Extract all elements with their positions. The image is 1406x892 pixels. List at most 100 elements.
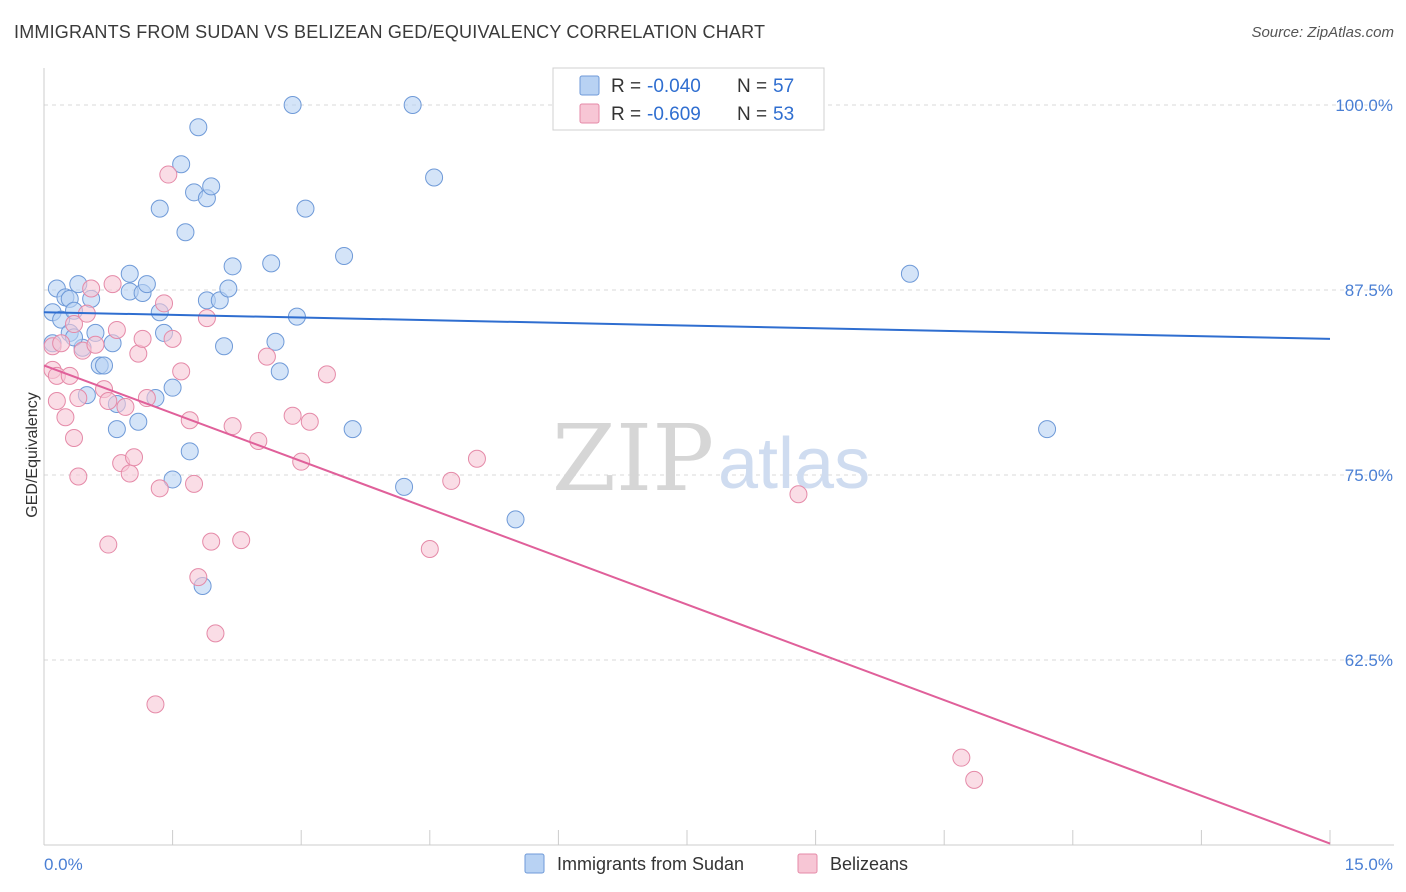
point-sudan-40 <box>223 257 242 276</box>
point-belize-36 <box>206 624 225 643</box>
point-sudan-51 <box>425 168 444 187</box>
point-sudan-30 <box>180 442 199 461</box>
x-tick-labels: 0.0% 15.0% <box>44 855 1393 874</box>
point-belize-41 <box>283 406 302 425</box>
trend-line-belize <box>43 364 1331 845</box>
gridlines <box>44 104 1394 661</box>
point-belize-40 <box>257 347 276 366</box>
point-sudan-26 <box>163 470 182 489</box>
point-belize-35 <box>202 532 221 551</box>
point-belize-45 <box>420 540 439 558</box>
y-tick-label-3: 100.0% <box>1335 96 1393 115</box>
legend-swatch-belize <box>579 103 600 124</box>
point-belize-47 <box>467 449 486 468</box>
trend-line-sudan <box>43 311 1331 340</box>
point-belize-50 <box>965 770 984 789</box>
point-belize-6 <box>65 429 84 447</box>
point-belize-9 <box>69 467 88 486</box>
point-sudan-17 <box>120 264 139 283</box>
point-belize-43 <box>300 412 319 431</box>
point-belize-20 <box>120 464 139 483</box>
point-belize-4 <box>56 408 75 427</box>
y-axis-label: GED/Equivalency <box>24 392 41 517</box>
point-belize-7 <box>65 315 84 334</box>
legend-n-value-sudan: 57 <box>773 76 794 97</box>
point-belize-48 <box>789 485 808 504</box>
point-sudan-47 <box>335 246 354 265</box>
point-belize-23 <box>133 329 152 348</box>
y-tick-label-2: 87.5% <box>1345 281 1393 300</box>
point-sudan-16 <box>107 420 126 439</box>
legend: R = -0.040 N = 57 R = -0.609 N = 53 <box>552 67 825 131</box>
legend-swatch-sudan <box>579 75 600 96</box>
point-belize-26 <box>150 479 169 498</box>
bottom-legend-label-sudan: Immigrants from Sudan <box>557 854 744 874</box>
watermark: ZIP atlas <box>552 405 870 512</box>
point-sudan-13 <box>95 356 114 375</box>
bottom-legend: Immigrants from Sudan Belizeans <box>524 853 908 874</box>
point-sudan-46 <box>296 199 315 218</box>
point-sudan-54 <box>1038 420 1057 439</box>
y-tick-label-1: 75.0% <box>1345 466 1393 485</box>
bottom-legend-swatch-belize <box>797 853 818 874</box>
legend-r-value-belize: -0.609 <box>647 104 701 125</box>
point-belize-34 <box>197 309 216 328</box>
point-sudan-53 <box>900 264 919 283</box>
legend-r-label-belize: R = <box>611 104 641 125</box>
point-belize-51 <box>99 535 118 554</box>
point-belize-28 <box>159 165 178 184</box>
point-belize-12 <box>82 279 101 298</box>
point-belize-29 <box>163 329 182 348</box>
point-sudan-27 <box>163 378 182 397</box>
x-tick-label-1: 15.0% <box>1345 855 1393 874</box>
point-sudan-44 <box>283 96 302 114</box>
point-belize-17 <box>107 320 126 339</box>
point-sudan-24 <box>150 199 169 218</box>
point-sudan-42 <box>266 332 285 351</box>
point-sudan-19 <box>129 412 148 431</box>
point-belize-38 <box>232 531 251 550</box>
point-sudan-28 <box>172 155 191 174</box>
point-sudan-43 <box>270 362 289 381</box>
point-sudan-41 <box>262 254 281 273</box>
y-tick-label-0: 62.5% <box>1345 651 1393 670</box>
point-sudan-48 <box>343 420 362 439</box>
point-belize-52 <box>47 392 66 410</box>
bottom-legend-label-belize: Belizeans <box>830 854 908 874</box>
point-belize-8 <box>69 389 88 408</box>
watermark-zip: ZIP <box>552 405 714 512</box>
chart-source: Source: ZipAtlas.com <box>1251 24 1394 41</box>
legend-n-label-belize: N = <box>737 104 767 125</box>
point-sudan-39 <box>219 279 238 298</box>
point-sudan-38 <box>215 337 234 356</box>
point-sudan-21 <box>137 275 156 294</box>
point-sudan-50 <box>403 96 422 114</box>
point-belize-19 <box>116 397 135 416</box>
point-sudan-36 <box>202 177 221 196</box>
bottom-legend-swatch-sudan <box>524 853 545 874</box>
legend-r-value-sudan: -0.040 <box>647 76 701 97</box>
point-belize-32 <box>185 474 204 493</box>
x-tick-label-0: 0.0% <box>44 855 83 874</box>
trend-lines <box>43 311 1331 845</box>
point-belize-37 <box>223 417 242 436</box>
point-sudan-52 <box>506 510 525 529</box>
point-sudan-49 <box>395 477 414 496</box>
point-belize-3 <box>52 334 71 353</box>
point-belize-13 <box>86 335 105 354</box>
point-belize-44 <box>317 365 336 384</box>
legend-n-value-belize: 53 <box>773 104 794 125</box>
point-sudan-29 <box>176 223 195 242</box>
point-belize-49 <box>952 748 971 767</box>
point-belize-25 <box>146 695 165 714</box>
point-belize-15 <box>99 392 118 410</box>
legend-n-label-sudan: N = <box>737 76 767 97</box>
point-belize-46 <box>442 471 461 490</box>
point-belize-21 <box>125 448 144 467</box>
y-tick-labels: 62.5% 75.0% 87.5% 100.0% <box>1335 96 1393 670</box>
chart-title: IMMIGRANTS FROM SUDAN VS BELIZEAN GED/EQ… <box>14 22 766 42</box>
point-belize-30 <box>172 362 191 381</box>
legend-r-label-sudan: R = <box>611 76 641 97</box>
point-belize-22 <box>129 344 148 363</box>
